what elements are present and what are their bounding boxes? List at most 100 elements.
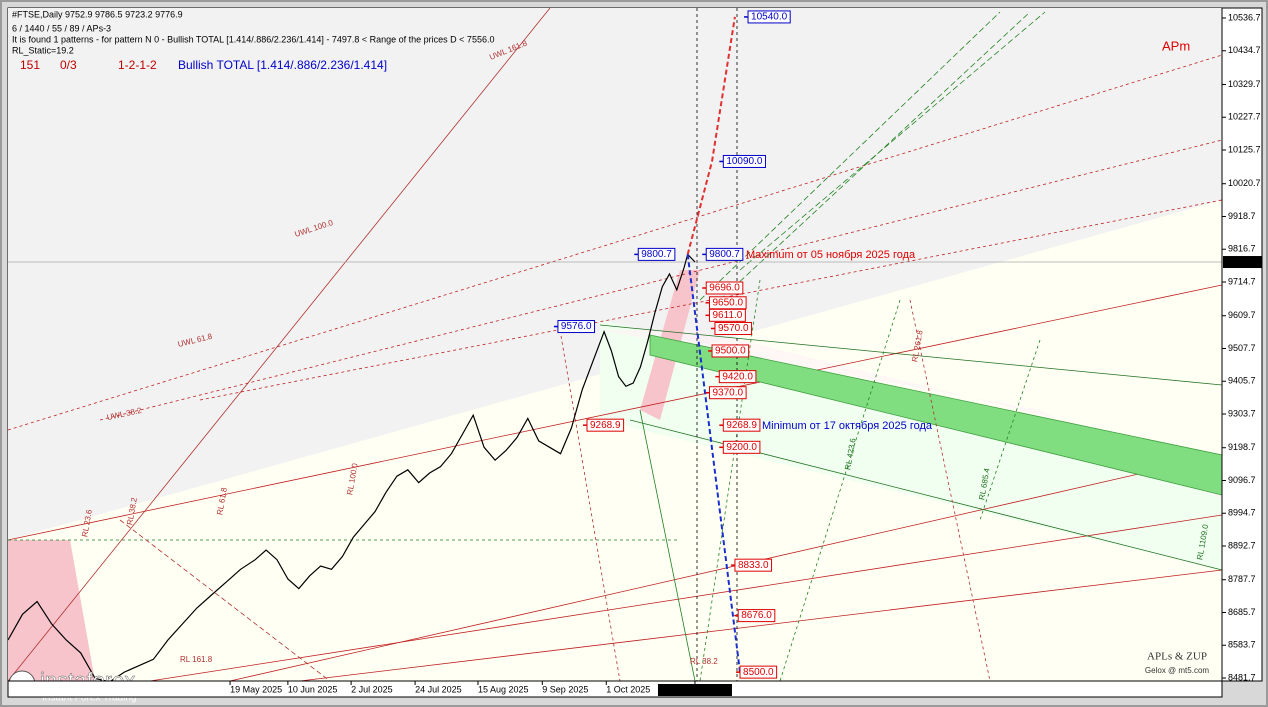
logo-sub: Instant Forex Trading (42, 693, 137, 704)
level-box (722, 440, 761, 454)
y-axis-area (1221, 7, 1263, 682)
level-label: 9500.0 (715, 346, 746, 357)
y-tick-label: 8892.7 (1228, 540, 1256, 550)
y-tick-label: 8583.7 (1228, 640, 1256, 650)
channel-line (739, 11, 1046, 271)
x-axis-area (7, 680, 1223, 698)
level-label: 9268.9 (590, 420, 621, 431)
y-tick-label: 9405.7 (1228, 376, 1256, 386)
channel-line (779, 299, 901, 682)
projection (686, 16, 736, 255)
level-label: 8676.0 (741, 610, 772, 621)
level-label: 9696.0 (709, 283, 740, 294)
y-tick-label: 10227.7 (1228, 112, 1261, 122)
fan-line (119, 519, 331, 682)
level-label: 9611.0 (713, 310, 743, 321)
annotation: Maximum от 05 ноября 2025 года (746, 249, 916, 261)
pattern-info: 0/3 (60, 58, 77, 72)
x-tick-box (657, 684, 732, 696)
y-tick-label: 9609.7 (1228, 310, 1256, 320)
y-tick-label: 9918.7 (1228, 211, 1256, 221)
x-tick-label: 19 May 2025 (230, 684, 282, 694)
x-tick-label: 2025.11.10 13:23 (660, 684, 729, 694)
level-box (709, 296, 747, 310)
y-tick-label: 8481.7 (1228, 672, 1256, 682)
x-tick-label: 1 Oct 2025 (606, 684, 650, 694)
header: It is found 1 patterns - for pattern N 0… (12, 34, 494, 44)
level-label: 8833.0 (738, 560, 769, 571)
header: #FTSE,Daily 9752.9 9786.5 9723.2 9776.9 (12, 9, 183, 19)
level-box (711, 344, 750, 358)
level-box (586, 418, 625, 432)
channel-line (699, 279, 761, 682)
channel-line (599, 324, 1223, 386)
fib-label: RL 38.2 (690, 657, 718, 666)
fib-label: RL 161.8 (180, 655, 213, 664)
level-label: 9800.7 (641, 249, 672, 260)
level-box (557, 320, 596, 334)
level-label: 9370.0 (713, 387, 744, 398)
y-tick-label: 9507.7 (1228, 343, 1256, 353)
pattern-info: 151 (20, 58, 40, 72)
level-label: 10540.0 (751, 12, 788, 23)
y-tick-label: 10329.7 (1228, 79, 1261, 89)
corner-label: APm (1162, 38, 1190, 53)
x-tick-label: 15 Aug 2025 (478, 684, 529, 694)
level-box (718, 370, 757, 384)
y-tick-label: 10434.7 (1228, 45, 1261, 55)
y-tick-label: 9303.7 (1228, 408, 1256, 418)
y-tick-label: 8685.7 (1228, 607, 1256, 617)
credit: APLs & ZUP (1147, 651, 1207, 663)
level-box (734, 558, 773, 572)
x-tick-label: 10 Jun 2025 (288, 684, 338, 694)
zone (8, 8, 1222, 540)
fan-line (559, 329, 621, 682)
x-tick-label: 9 Sep 2025 (542, 684, 588, 694)
channel-line (699, 11, 1001, 301)
level-label: 9570.0 (718, 323, 749, 334)
level-label: 9268.9 (726, 420, 757, 431)
fan-line (7, 284, 1223, 541)
price-line (7, 253, 696, 683)
fan-line (909, 299, 991, 682)
level-box (709, 386, 747, 400)
x-tick-label: 2 Jul 2025 (351, 684, 393, 694)
level-box (709, 308, 746, 322)
level-label: 10090.0 (726, 156, 763, 167)
y-tick-label: 9096.7 (1228, 475, 1256, 485)
fan-line (99, 139, 1223, 421)
last-price-box (1223, 256, 1262, 269)
fan-line (7, 7, 551, 682)
level-box (739, 665, 778, 679)
y-tick-label: 9198.7 (1228, 442, 1256, 452)
level-box (705, 281, 744, 295)
last-price-label: 9776.9 (1226, 256, 1254, 266)
projection (686, 254, 741, 673)
level-box (637, 247, 676, 261)
y-tick-label: 9714.7 (1228, 276, 1256, 286)
header: 6 / 1440 / 55 / 89 / APs-3 (12, 23, 111, 33)
y-tick-label: 10125.7 (1228, 144, 1261, 154)
x-tick-label: 24 Jul 2025 (415, 684, 462, 694)
marks: 10540.0 10090.0 9800.7 9800.7 9576.0 9696.0 96… (7, 10, 1222, 683)
level-label: 9800.7 (709, 249, 740, 260)
level-label: 9420.0 (722, 371, 753, 382)
channel-line (639, 409, 696, 682)
y-tick-label: 8787.7 (1228, 574, 1256, 584)
level-box (737, 609, 776, 623)
annotation: Minimum от 17 октября 2025 года (762, 420, 933, 432)
level-label: 8500.0 (743, 667, 774, 678)
pattern-name: Bullish TOTAL [1.414/.886/2.236/1.414] (178, 58, 387, 72)
y-tick-label: 8994.7 (1228, 508, 1256, 518)
y-tick-label: 10536.7 (1228, 12, 1261, 22)
header: RL_Static=19.2 (12, 45, 74, 55)
level-label: 9200.0 (726, 442, 757, 453)
level-label: 9576.0 (561, 321, 592, 332)
level-box (747, 10, 791, 24)
y-tick-label: 10020.7 (1228, 178, 1261, 188)
fan-line (149, 514, 1223, 682)
fan-line (299, 569, 1223, 682)
channel-line (979, 339, 1041, 521)
fan-line (7, 54, 1223, 431)
